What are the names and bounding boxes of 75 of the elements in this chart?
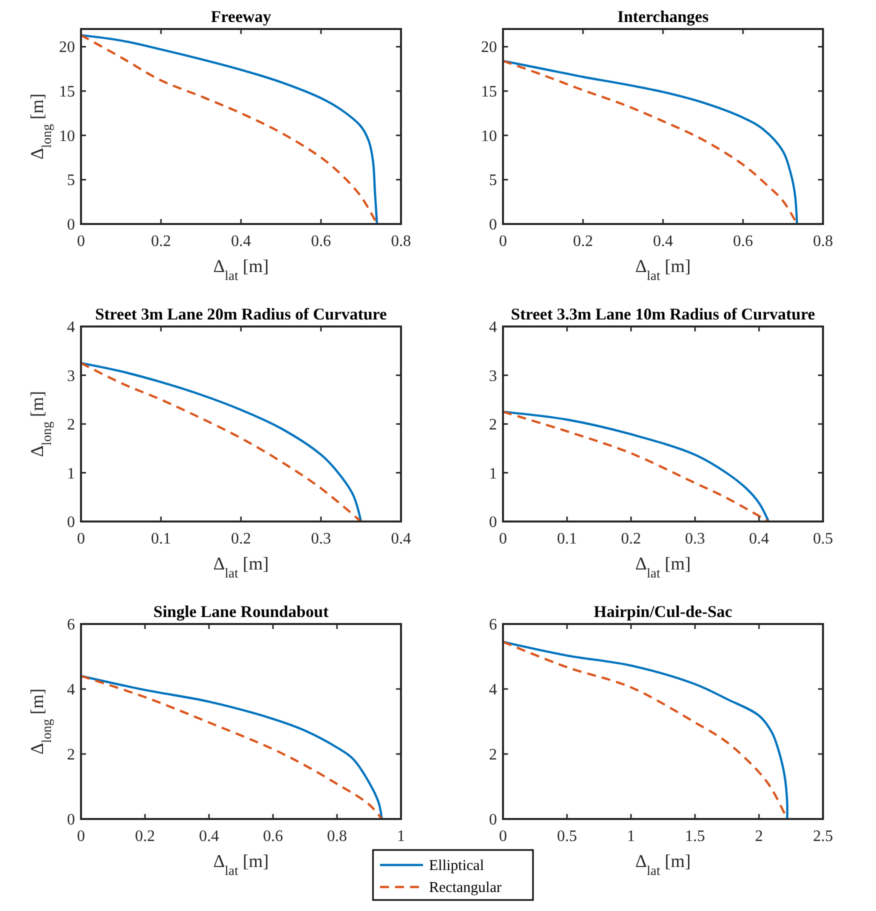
x-tick-label: 0.8 (391, 233, 411, 250)
y-tick-label: 4 (489, 319, 497, 336)
x-tick-label: 0.4 (653, 233, 673, 250)
x-tick-label: 0.4 (391, 530, 411, 548)
chart-title: Freeway (210, 7, 272, 26)
line-series (80, 34, 378, 226)
x-tick-label: 0.2 (151, 233, 171, 250)
x-tick-label: 0.5 (813, 530, 833, 548)
y-tick-label: 6 (489, 616, 497, 634)
y-tick-label: 4 (489, 682, 497, 698)
chart-title: Single Lane Roundabout (153, 602, 330, 621)
x-tick-label: 0.3 (685, 530, 705, 548)
line-series (80, 674, 383, 820)
y-tick-label: 20 (59, 39, 75, 56)
x-axis-title: Δ$_{lat}$ [m] (635, 256, 691, 282)
x-axis-title: Δ$_{lat}$ [m] (635, 851, 691, 878)
y-tick-label: 0 (67, 216, 75, 234)
x-axis-title: Δ$_{lat}$ [m] (213, 851, 269, 878)
y-tick-label: 15 (59, 84, 75, 101)
y-tick-label: 5 (67, 172, 75, 190)
y-tick-label: 1 (67, 465, 75, 482)
y-tick-label: 10 (481, 128, 497, 145)
y-tick-label: 4 (67, 682, 75, 698)
x-tick-label: 1 (627, 828, 635, 845)
y-tick-label: 6 (67, 616, 75, 634)
x-tick-label: 2 (755, 828, 763, 845)
x-tick-label: 2.5 (813, 828, 833, 845)
chart-title: Interchanges (617, 7, 710, 26)
x-tick-label: 0.8 (327, 828, 347, 845)
line-series (502, 410, 770, 523)
chart-title: Street 3m Lane 20m Radius of Curvature (95, 304, 387, 324)
y-tick-label: 20 (481, 39, 497, 56)
line-series (502, 640, 788, 820)
x-tick-label: 0.3 (311, 530, 331, 548)
x-tick-label: 0.6 (733, 233, 753, 250)
x-tick-label: 0.2 (621, 530, 641, 548)
y-tick-label: 2 (67, 746, 75, 764)
y-tick-label: 0 (489, 812, 497, 828)
y-tick-label: 3 (489, 368, 497, 385)
y-tick-label: 3 (67, 368, 75, 385)
y-tick-label: 4 (67, 319, 75, 336)
line-series (80, 362, 362, 523)
y-tick-label: 15 (481, 84, 497, 101)
y-tick-label: 5 (489, 172, 497, 190)
x-tick-label: 0.4 (199, 828, 219, 845)
x-tick-label: 0.4 (749, 530, 769, 548)
x-tick-label: 0.2 (135, 828, 155, 845)
x-tick-label: 0.2 (573, 233, 593, 250)
x-tick-label: 1 (397, 828, 405, 845)
x-tick-label: 0.6 (263, 828, 283, 845)
y-tick-label: 0 (67, 514, 75, 531)
x-tick-label: 0.1 (151, 530, 171, 548)
x-tick-label: 0.4 (231, 233, 251, 250)
chart-title: Hairpin/Cul-de-Sac (594, 602, 732, 621)
x-tick-label: 0.5 (557, 828, 577, 845)
legend-label: Rectangular (429, 880, 502, 896)
x-axis-title: Δ$_{lat}$ [m] (213, 256, 269, 282)
y-tick-label: 1 (489, 465, 497, 482)
y-tick-label: 0 (489, 514, 497, 531)
y-tick-label: 2 (489, 416, 497, 434)
y-tick-label: 2 (67, 416, 75, 434)
y-tick-label: 10 (59, 128, 75, 145)
x-axis-title: Δ$_{lat}$ [m] (635, 554, 691, 580)
x-tick-label: 0.8 (813, 233, 833, 250)
y-tick-label: 0 (67, 812, 75, 828)
x-tick-label: 0.2 (231, 530, 251, 548)
x-tick-label: 1.5 (685, 828, 705, 845)
legend-label: Elliptical (429, 858, 484, 874)
y-tick-label: 0 (489, 216, 497, 234)
chart-title: Street 3.3m Lane 10m Radius of Curvature (510, 304, 816, 324)
x-axis-title: Δ$_{lat}$ [m] (213, 554, 269, 580)
x-tick-label: 0.6 (311, 233, 331, 250)
x-tick-label: 0.1 (557, 530, 577, 548)
y-tick-label: 2 (489, 746, 497, 764)
line-series (502, 60, 798, 226)
